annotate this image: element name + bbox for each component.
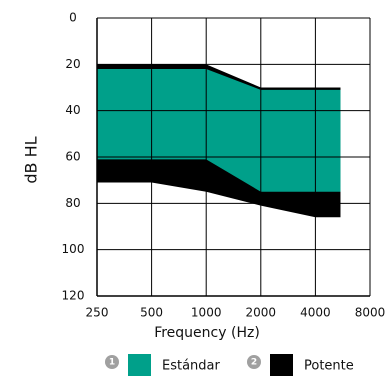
legend-number-badge xyxy=(105,355,119,369)
legend-swatch xyxy=(128,354,151,376)
band-area xyxy=(97,68,341,192)
y-tick-label: 80 xyxy=(65,196,80,210)
y-axis-label: dB HL xyxy=(22,136,41,183)
legend-swatch xyxy=(270,354,293,376)
legend-number: 2 xyxy=(251,358,257,368)
x-tick-label: 4000 xyxy=(300,306,331,320)
legend-label: Estándar xyxy=(162,359,221,374)
y-tick-label: 120 xyxy=(62,289,85,303)
x-axis-label: Frequency (Hz) xyxy=(154,325,260,341)
x-tick-label: 1000 xyxy=(191,306,222,320)
y-tick-label: 100 xyxy=(62,242,85,256)
x-tick-label: 500 xyxy=(140,306,163,320)
y-tick-label: 60 xyxy=(65,150,80,164)
x-tick-label: 8000 xyxy=(355,306,386,320)
y-tick-label: 0 xyxy=(69,11,77,25)
legend-number: 1 xyxy=(109,358,115,368)
legend-number-badge xyxy=(247,355,261,369)
legend-label: Potente xyxy=(304,359,354,374)
x-tick-label: 2000 xyxy=(246,306,277,320)
x-tick-label: 250 xyxy=(86,306,109,320)
y-tick-label: 20 xyxy=(65,57,80,71)
y-tick-label: 40 xyxy=(65,103,80,117)
